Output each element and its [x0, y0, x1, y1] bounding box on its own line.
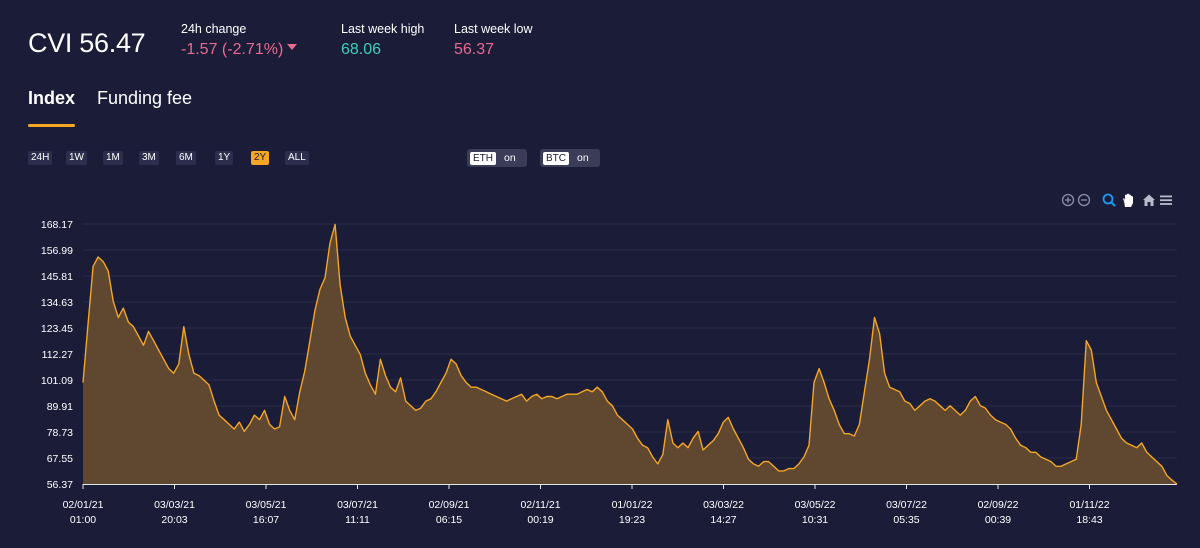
- active-tab-underline: [28, 124, 75, 127]
- header: CVI 56.47 24h change -1.57 (-2.71%) Last…: [28, 22, 1178, 72]
- zoom-in-icon[interactable]: [1060, 192, 1076, 208]
- y-tick-label: 89.91: [47, 401, 73, 413]
- y-tick-label: 78.73: [47, 427, 73, 439]
- high-stat: Last week high 68.06: [341, 22, 424, 59]
- low-value: 56.37: [454, 41, 495, 58]
- index-title: CVI 56.47: [28, 28, 146, 58]
- range-all-button[interactable]: ALL: [285, 151, 309, 165]
- change-stat: 24h change -1.57 (-2.71%): [181, 22, 298, 59]
- tab-funding-fee[interactable]: Funding fee: [97, 88, 193, 108]
- x-tick-time: 00:19: [527, 514, 553, 526]
- x-tick-time: 20:03: [161, 514, 187, 526]
- cvi-area: [83, 224, 1177, 484]
- zoom-out-icon[interactable]: [1076, 192, 1092, 208]
- low-stat: Last week low 56.37: [454, 22, 533, 59]
- x-tick-date: 03/03/21: [154, 499, 195, 511]
- range-1w-button[interactable]: 1W: [66, 151, 87, 165]
- x-tick-time: 05:35: [893, 514, 919, 526]
- x-tick-time: 00:39: [985, 514, 1011, 526]
- range-1y-button[interactable]: 1Y: [215, 151, 234, 165]
- change-value-text: -1.57 (-2.71%): [181, 41, 284, 58]
- btc-toggle-key: BTC: [543, 151, 569, 165]
- x-tick-date: 03/03/22: [703, 499, 744, 511]
- low-label: Last week low: [454, 22, 533, 36]
- btc-toggle[interactable]: BTC on: [540, 149, 600, 167]
- x-tick-date: 01/11/22: [1069, 499, 1109, 511]
- x-tick-date: 02/09/21: [429, 499, 470, 511]
- y-tick-label: 101.09: [41, 375, 73, 387]
- cvi-line: [82, 223, 1178, 485]
- btc-toggle-state: on: [577, 152, 589, 164]
- pan-hand-icon[interactable]: [1120, 192, 1136, 208]
- eth-toggle-state: on: [504, 152, 516, 164]
- y-tick-label: 67.55: [47, 453, 73, 465]
- x-tick-time: 11:11: [345, 514, 370, 526]
- range-2y-button[interactable]: 2Y: [251, 151, 270, 165]
- x-tick-time: 19:23: [619, 514, 645, 526]
- change-label: 24h change: [181, 22, 247, 36]
- x-tick-date: 03/05/21: [246, 499, 287, 511]
- range-1m-button[interactable]: 1M: [103, 151, 123, 165]
- y-tick-label: 156.99: [41, 245, 73, 257]
- high-label: Last week high: [341, 22, 425, 36]
- x-tick-date: 03/05/22: [795, 499, 836, 511]
- x-tick-date: 03/07/22: [886, 499, 927, 511]
- eth-toggle-key: ETH: [470, 151, 496, 165]
- home-reset-icon[interactable]: [1141, 192, 1157, 208]
- high-value: 68.06: [341, 41, 382, 58]
- x-tick-time: 14:27: [710, 514, 736, 526]
- x-tick-date: 02/11/21: [520, 499, 560, 511]
- range-3m-button[interactable]: 3M: [139, 151, 159, 165]
- y-tick-label: 56.37: [47, 479, 73, 491]
- x-tick-date: 02/09/22: [978, 499, 1019, 511]
- y-tick-label: 168.17: [41, 219, 73, 231]
- x-axis: 02/01/21 01:00 03/03/21 20:03 03/05/21 16:07 0…: [63, 484, 1177, 526]
- y-tick-label: 112.27: [42, 349, 73, 361]
- x-tick-time: 18:43: [1076, 514, 1102, 526]
- down-arrow-icon: [287, 43, 298, 50]
- y-tick-label: 145.81: [41, 271, 73, 283]
- x-tick-time: 10:31: [802, 514, 828, 526]
- y-tick-label: 123.45: [41, 323, 73, 335]
- zoom-selection-icon[interactable]: [1101, 192, 1117, 208]
- x-tick-date: 03/07/21: [337, 499, 378, 511]
- x-tick-date: 01/01/22: [612, 499, 653, 511]
- eth-toggle[interactable]: ETH on: [467, 149, 527, 167]
- range-6m-button[interactable]: 6M: [176, 151, 196, 165]
- x-tick-time: 16:07: [253, 514, 279, 526]
- y-tick-label: 134.63: [41, 297, 73, 309]
- menu-icon[interactable]: [1158, 192, 1174, 208]
- x-tick-date: 02/01/21: [63, 499, 104, 511]
- range-24h-button[interactable]: 24H: [28, 151, 53, 165]
- plot-area: [82, 223, 1178, 485]
- y-axis: 56.37 67.55 78.73 89.91 101.09 112.27 123.45 13…: [41, 219, 73, 491]
- tab-index[interactable]: Index: [28, 88, 76, 108]
- x-tick-time: 06:15: [436, 514, 462, 526]
- x-tick-time: 01:00: [70, 514, 96, 526]
- change-value: -1.57 (-2.71%): [181, 41, 298, 59]
